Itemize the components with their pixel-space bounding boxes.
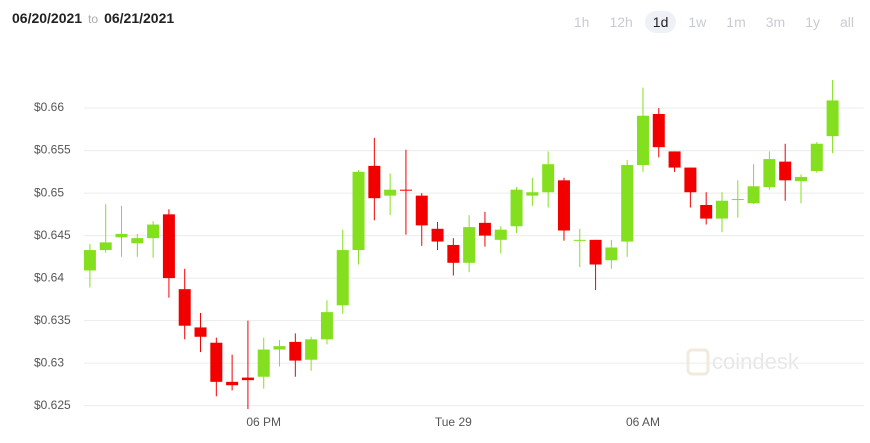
y-tick-label: $0.63: [34, 355, 64, 369]
candle-body: [368, 165, 381, 199]
date-to: 06/21/2021: [104, 10, 175, 26]
candle-body: [336, 250, 349, 306]
candle-body: [510, 189, 523, 227]
candle-body: [352, 171, 365, 251]
candle-body: [399, 189, 412, 191]
candle-body: [463, 227, 476, 263]
candle-body: [779, 161, 792, 181]
candle-body: [194, 327, 207, 337]
x-tick-label: Tue 29: [435, 415, 472, 429]
candle-body: [131, 238, 144, 244]
range-button[interactable]: 1d: [644, 11, 677, 33]
candle-body: [478, 222, 491, 236]
candle-body: [684, 167, 697, 193]
candle-body: [810, 143, 823, 171]
y-tick-label: $0.66: [34, 100, 64, 114]
candle-body: [526, 192, 539, 196]
y-tick-label: $0.635: [34, 313, 71, 327]
y-tick-label: $0.64: [34, 270, 64, 284]
candle-body: [668, 151, 681, 168]
candle-body: [320, 312, 333, 340]
candle-body: [305, 339, 318, 360]
candle-body: [384, 189, 397, 196]
candle-body: [162, 214, 175, 279]
range-button[interactable]: 1h: [573, 14, 590, 30]
candle-body: [178, 289, 191, 326]
candle-body: [794, 176, 807, 182]
range-button[interactable]: 1y: [805, 14, 820, 30]
x-tick-label: 06 AM: [626, 415, 660, 429]
candle-body: [652, 114, 665, 148]
date-from: 06/20/2021: [12, 10, 83, 26]
watermark-icon: [686, 348, 710, 376]
candle-body: [542, 164, 555, 193]
candle-body: [99, 242, 112, 251]
candle-body: [226, 381, 239, 386]
x-tick-label: 06 PM: [246, 415, 281, 429]
candle-body: [589, 239, 602, 265]
candle-body: [447, 244, 460, 263]
range-button[interactable]: all: [839, 14, 854, 30]
candle-body: [700, 204, 713, 219]
candle-body: [605, 247, 618, 261]
y-tick-label: $0.65: [34, 185, 64, 199]
range-selector: 1h 12h 1d 1w 1m 3m 1y all: [566, 11, 862, 33]
range-button[interactable]: 1w: [688, 14, 707, 30]
candle-body: [83, 250, 96, 271]
y-tick-label: $0.625: [34, 398, 71, 412]
y-tick-label: $0.645: [34, 228, 71, 242]
candle-body: [415, 195, 428, 226]
candle-body: [289, 341, 302, 361]
range-button[interactable]: 3m: [765, 14, 786, 30]
candle-body: [573, 239, 586, 241]
candle-body: [257, 349, 270, 377]
watermark-text: coindesk: [712, 349, 800, 374]
candle-body: [431, 228, 444, 242]
candle-body: [241, 377, 254, 381]
candle-body: [557, 180, 570, 231]
candle-body: [210, 342, 223, 382]
date-range: 06/20/2021 to 06/21/2021: [12, 10, 174, 26]
candle-body: [763, 159, 776, 188]
candle-body: [715, 200, 728, 219]
candle-body: [147, 224, 160, 239]
candle-body: [273, 346, 286, 350]
candle-body: [115, 233, 128, 238]
candle-body: [731, 199, 744, 201]
candle-body: [636, 115, 649, 166]
range-button[interactable]: 1m: [726, 14, 746, 30]
candle-body: [621, 165, 634, 242]
y-tick-label: $0.655: [34, 143, 71, 157]
watermark: coindesk: [686, 348, 800, 376]
candle-body: [747, 186, 760, 204]
candle-body: [826, 100, 839, 137]
range-button[interactable]: 12h: [609, 14, 633, 30]
candle-body: [494, 229, 507, 240]
date-to-word: to: [88, 12, 99, 26]
